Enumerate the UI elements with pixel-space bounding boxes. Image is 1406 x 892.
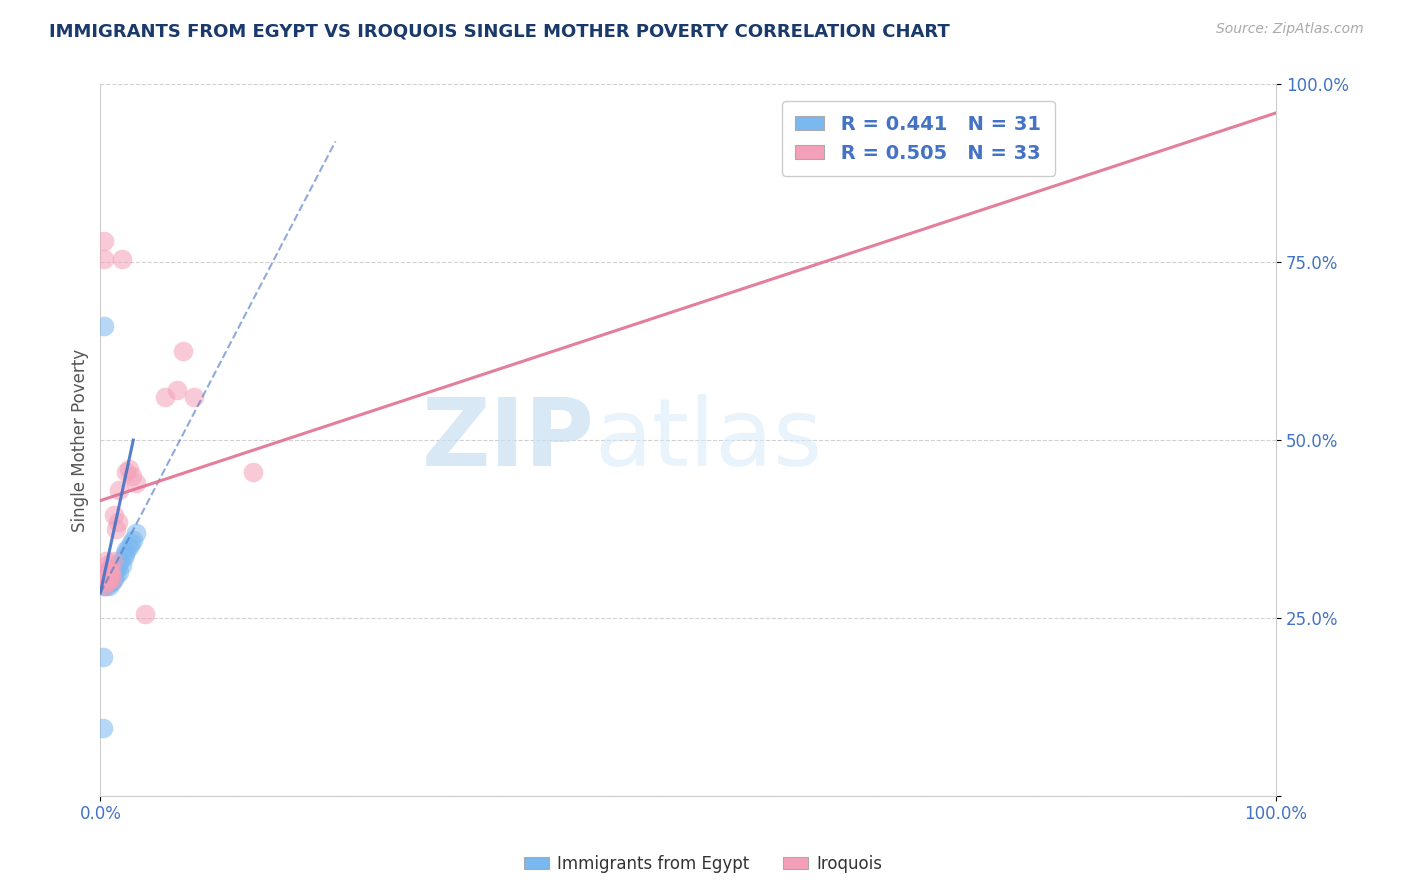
Text: Source: ZipAtlas.com: Source: ZipAtlas.com [1216, 22, 1364, 37]
Point [103, 565, 125, 579]
Point [103, 508, 125, 522]
Text: IMMIGRANTS FROM EGYPT VS IROQUOIS SINGLE MOTHER POVERTY CORRELATION CHART: IMMIGRANTS FROM EGYPT VS IROQUOIS SINGLE… [49, 22, 950, 40]
Point [98, 565, 121, 579]
Text: atlas: atlas [595, 394, 823, 486]
Point [117, 540, 139, 554]
Point [110, 252, 132, 266]
Point [153, 391, 176, 405]
Point [96, 554, 118, 568]
Point [91, 721, 114, 735]
Point [101, 572, 124, 586]
Point [103, 572, 125, 586]
Point [101, 575, 124, 590]
Point [93, 575, 115, 590]
Point [93, 252, 115, 266]
Point [110, 558, 132, 572]
Point [94, 575, 117, 590]
Point [103, 554, 125, 568]
Legend:  R = 0.441   N = 31,  R = 0.505   N = 33: R = 0.441 N = 31, R = 0.505 N = 33 [782, 102, 1054, 177]
Point [124, 475, 146, 490]
Point [93, 572, 115, 586]
Point [100, 565, 122, 579]
Point [93, 234, 115, 248]
Point [96, 565, 118, 579]
Point [115, 465, 138, 479]
Point [121, 468, 143, 483]
Point [96, 579, 118, 593]
Point [93, 579, 115, 593]
Point [96, 575, 118, 590]
Point [112, 550, 135, 565]
Point [104, 522, 127, 536]
Point [97, 579, 120, 593]
Point [166, 384, 188, 398]
Point [93, 319, 115, 334]
Point [97, 565, 120, 579]
Point [97, 568, 120, 582]
Point [98, 575, 121, 590]
Point [96, 565, 118, 579]
Point [242, 465, 264, 479]
Point [96, 575, 118, 590]
Point [115, 543, 138, 558]
Point [134, 607, 156, 622]
Point [107, 558, 129, 572]
Point [117, 461, 139, 475]
Point [96, 558, 118, 572]
Y-axis label: Single Mother Poverty: Single Mother Poverty [72, 349, 89, 532]
Point [97, 572, 120, 586]
Point [108, 565, 131, 579]
Point [108, 483, 131, 497]
Point [101, 568, 124, 582]
Point [114, 547, 136, 561]
Point [96, 568, 118, 582]
Text: ZIP: ZIP [422, 394, 595, 486]
Point [96, 568, 118, 582]
Point [120, 536, 142, 550]
Point [124, 525, 146, 540]
Point [104, 568, 127, 582]
Legend: Immigrants from Egypt, Iroquois: Immigrants from Egypt, Iroquois [517, 848, 889, 880]
Point [91, 650, 114, 665]
Point [93, 579, 115, 593]
Point [107, 515, 129, 529]
Point [110, 554, 132, 568]
Point [172, 344, 194, 359]
Point [103, 572, 125, 586]
Point [98, 568, 121, 582]
Point [100, 572, 122, 586]
Point [122, 533, 145, 547]
Point [183, 391, 205, 405]
Point [105, 561, 128, 575]
Point [98, 561, 121, 575]
